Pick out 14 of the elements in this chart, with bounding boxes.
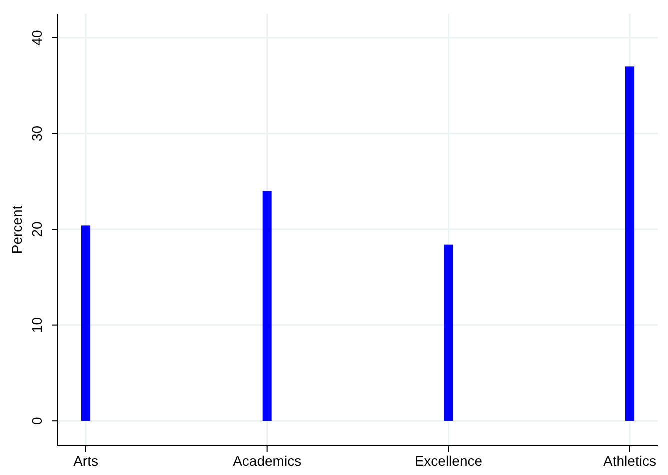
- y-tick-label: 20: [29, 222, 45, 238]
- x-tick-label: Arts: [74, 452, 98, 469]
- bar: [444, 244, 454, 422]
- bar: [262, 191, 272, 422]
- y-tick-label: 30: [29, 126, 45, 142]
- x-tick-label: Excellence: [414, 452, 483, 469]
- x-tick-label: Athletics: [604, 452, 656, 469]
- y-tick-label: 10: [29, 317, 45, 334]
- bar: [82, 226, 90, 422]
- x-tick-label: Academics: [233, 452, 302, 469]
- y-tick-label: 0: [29, 416, 45, 425]
- bar: [626, 66, 634, 422]
- y-tick-label: 40: [29, 30, 45, 46]
- y-axis-title: Percent: [9, 206, 25, 254]
